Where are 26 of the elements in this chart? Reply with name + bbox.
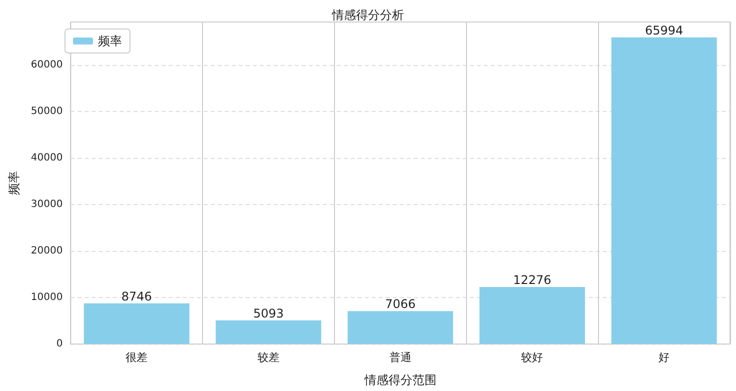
y-axis-title: 频率 [7, 171, 21, 195]
data-label: 5093 [253, 306, 284, 320]
data-label: 65994 [644, 23, 684, 38]
chart-title: 情感得分分析 [331, 8, 404, 22]
y-tick-label: 60000 [30, 60, 63, 71]
y-tick-label: 0 [56, 338, 63, 350]
x-tick-label: 好 [658, 351, 670, 364]
x-tick-label: 较差 [258, 351, 280, 364]
bar [479, 286, 585, 344]
y-tick-label: 20000 [30, 246, 63, 257]
y-tick-label: 10000 [30, 292, 63, 304]
y-tick-label: 40000 [30, 152, 63, 164]
y-tick-label: 50000 [30, 106, 63, 118]
bar [611, 37, 717, 344]
x-tick-label: 很差 [126, 351, 148, 364]
bar [348, 311, 454, 344]
bar [216, 320, 322, 344]
data-label: 8746 [121, 289, 152, 304]
data-label: 7066 [385, 297, 416, 312]
bar [84, 303, 190, 344]
data-label: 12276 [513, 272, 552, 287]
x-axis-title: 情感得分范围 [363, 373, 436, 387]
x-tick-label: 普通 [389, 351, 412, 364]
legend-label: 频率 [98, 34, 122, 48]
y-tick-label: 30000 [30, 199, 63, 210]
x-tick-label: 较好 [521, 351, 544, 364]
